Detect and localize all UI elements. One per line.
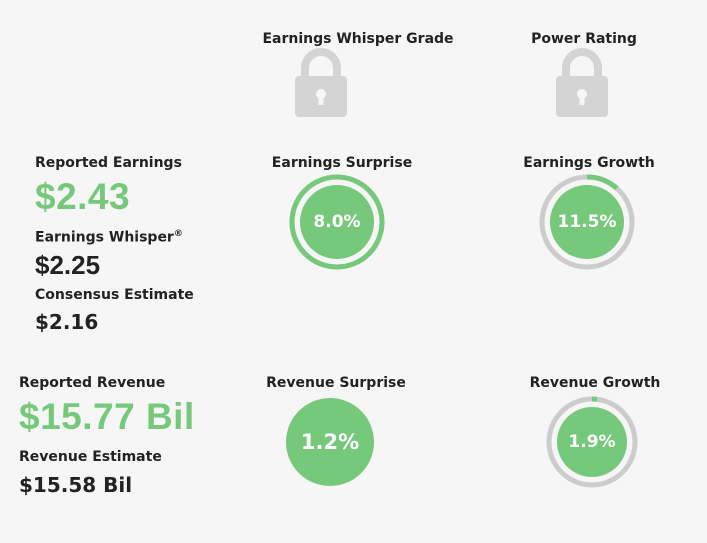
- earnings-growth-value: 11.5%: [558, 212, 617, 232]
- revenue-estimate-value: $15.58 Bil: [19, 473, 133, 497]
- revenue-growth-value: 1.9%: [568, 432, 615, 452]
- revenue-estimate-label: Revenue Estimate: [19, 449, 162, 465]
- earnings-surprise-ring: 8.0%: [289, 174, 385, 270]
- registered-mark: ®: [173, 229, 183, 239]
- revenue-surprise-ring: 1.2%: [286, 398, 374, 486]
- power-rating-header: Power Rating: [531, 31, 637, 47]
- reported-revenue-value: $15.77 Bil: [19, 396, 195, 437]
- revenue-growth-ring: 1.9%: [546, 396, 638, 488]
- grade-lock-icon: [295, 48, 347, 117]
- earnings-whisper-grade-header: Earnings Whisper Grade: [262, 31, 454, 47]
- reported-earnings-label: Reported Earnings: [35, 155, 182, 171]
- revenue-surprise-label: Revenue Surprise: [266, 375, 406, 391]
- earnings-surprise-label: Earnings Surprise: [271, 155, 413, 171]
- earnings-surprise-value: 8.0%: [313, 212, 360, 232]
- reported-earnings-value: $2.43: [35, 176, 131, 217]
- revenue-surprise-value: 1.2%: [301, 430, 359, 454]
- consensus-estimate-label: Consensus Estimate: [35, 287, 194, 303]
- reported-revenue-label: Reported Revenue: [19, 375, 166, 391]
- earnings-whisper-value: $2.25: [35, 250, 101, 280]
- revenue-growth-label: Revenue Growth: [529, 375, 661, 391]
- earnings-whisper-label: Earnings Whisper®: [35, 229, 183, 246]
- earnings-growth-ring: 11.5%: [539, 174, 635, 270]
- consensus-estimate-value: $2.16: [35, 310, 99, 334]
- power-lock-icon: [556, 48, 608, 117]
- earnings-growth-label: Earnings Growth: [523, 155, 655, 171]
